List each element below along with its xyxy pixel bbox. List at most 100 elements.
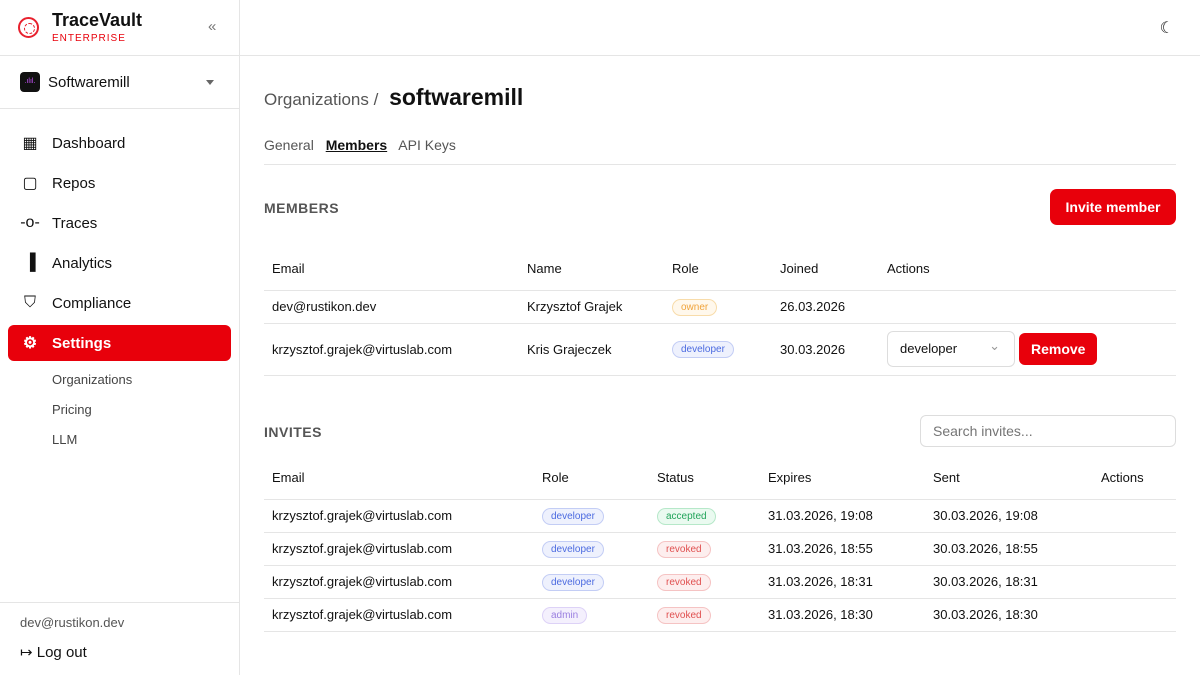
- gear-icon: ⚙: [22, 335, 38, 352]
- invite-sent: 30.03.2026, 19:08: [925, 499, 1093, 533]
- member-name: Krzysztof Grajek: [519, 290, 664, 324]
- column-header: Name: [519, 248, 664, 291]
- tracevault-logo-icon: [18, 17, 39, 38]
- status-badge: revoked: [657, 573, 711, 591]
- role-cell: developer: [534, 499, 649, 533]
- member-row: dev@rustikon.dev Krzysztof Grajek owner 26.…: [264, 290, 1176, 324]
- nav-item-traces[interactable]: -o- Traces: [8, 205, 231, 241]
- dashboard-icon: ▦: [22, 135, 38, 152]
- nav-item-repos[interactable]: ▢ Repos: [8, 165, 231, 201]
- breadcrumb: Organizations / softwaremill: [264, 84, 523, 111]
- logout-icon: ↦: [20, 644, 33, 661]
- invite-expires: 31.03.2026, 18:30: [760, 598, 925, 632]
- user-email: dev@rustikon.dev: [20, 615, 125, 630]
- invite-sent: 30.03.2026, 18:31: [925, 565, 1093, 599]
- status-badge: revoked: [657, 606, 711, 624]
- role-badge: developer: [542, 573, 604, 591]
- actions-cell: [1093, 532, 1176, 566]
- members-table: Email Name Role Joined Actions dev@rustikon.d…: [264, 248, 1176, 376]
- status-badge: revoked: [657, 540, 711, 558]
- sidebar-footer: dev@rustikon.dev ↦ Log out: [0, 602, 239, 675]
- column-header: Email: [264, 248, 519, 291]
- page-title: softwaremill: [389, 84, 524, 110]
- invite-member-button[interactable]: Invite member: [1050, 189, 1176, 225]
- actions-cell: developerRemove: [879, 323, 1176, 376]
- role-badge: admin: [542, 606, 588, 624]
- breadcrumb-separator: /: [373, 90, 379, 109]
- actions-cell: [1093, 598, 1176, 632]
- column-header: Sent: [925, 457, 1093, 500]
- invite-expires: 31.03.2026, 18:55: [760, 532, 925, 566]
- role-select[interactable]: developer: [887, 329, 1015, 367]
- invites-table: Email Role Status Expires Sent Actions krzyszt…: [264, 457, 1176, 632]
- brand-header: TraceVault ENTERPRISE «: [0, 0, 239, 56]
- org-name: Softwaremill: [48, 74, 130, 91]
- invite-sent: 30.03.2026, 18:30: [925, 598, 1093, 632]
- tab-members[interactable]: Members: [325, 137, 388, 153]
- tabs: General Members API Keys: [264, 137, 1176, 165]
- caret-down-icon: [206, 80, 214, 89]
- tab-api-keys[interactable]: API Keys: [398, 137, 456, 153]
- member-row: krzysztof.grajek@virtuslab.com Kris Graje…: [264, 323, 1176, 376]
- column-header: Actions: [1093, 457, 1176, 500]
- nav-item-compliance[interactable]: ⛉ Compliance: [8, 285, 231, 321]
- nav-item-label: Traces: [52, 214, 98, 232]
- breadcrumb-organizations[interactable]: Organizations: [264, 90, 369, 109]
- org-switcher[interactable]: .ılıl. Softwaremill: [0, 56, 239, 109]
- role-cell: developer: [534, 565, 649, 599]
- member-joined: 30.03.2026: [772, 323, 879, 376]
- nav: ▦ Dashboard ▢ Repos -o- Traces ▐ Analytics ⛉ Comp…: [0, 109, 239, 361]
- search-invites-input[interactable]: [920, 415, 1176, 447]
- collapse-sidebar-icon[interactable]: «: [208, 18, 217, 35]
- invite-expires: 31.03.2026, 18:31: [760, 565, 925, 599]
- column-header: Joined: [772, 248, 879, 291]
- nav-item-label: Settings: [52, 334, 112, 352]
- role-cell: developer: [664, 323, 772, 376]
- actions-cell: [879, 290, 1176, 324]
- member-email: krzysztof.grajek@virtuslab.com: [264, 323, 519, 376]
- theme-toggle-moon-icon[interactable]: ☾: [1159, 20, 1174, 37]
- status-cell: revoked: [649, 598, 760, 632]
- invite-email: krzysztof.grajek@virtuslab.com: [264, 598, 534, 632]
- nav-item-analytics[interactable]: ▐ Analytics: [8, 245, 231, 281]
- nav-item-dashboard[interactable]: ▦ Dashboard: [8, 125, 231, 161]
- nav-item-label: Dashboard: [52, 134, 126, 152]
- column-header: Role: [534, 457, 649, 500]
- column-header: Expires: [760, 457, 925, 500]
- nav-item-label: Repos: [52, 174, 96, 192]
- invite-row: krzysztof.grajek@virtuslab.com developer r…: [264, 532, 1176, 566]
- role-cell: owner: [664, 290, 772, 324]
- invite-email: krzysztof.grajek@virtuslab.com: [264, 532, 534, 566]
- role-cell: developer: [534, 532, 649, 566]
- subnav-item-llm[interactable]: LLM: [52, 432, 78, 447]
- members-heading: MEMBERS: [264, 200, 340, 216]
- actions-cell: [1093, 499, 1176, 533]
- analytics-icon: ▐: [24, 254, 36, 271]
- actions-cell: [1093, 565, 1176, 599]
- role-badge: developer: [672, 341, 734, 358]
- remove-button[interactable]: Remove: [1019, 333, 1098, 365]
- invite-email: krzysztof.grajek@virtuslab.com: [264, 565, 534, 599]
- member-joined: 26.03.2026: [772, 290, 879, 324]
- member-email: dev@rustikon.dev: [264, 290, 519, 324]
- column-header: Email: [264, 457, 534, 500]
- nav-item-label: Compliance: [52, 294, 132, 312]
- repos-icon: ▢: [22, 175, 38, 192]
- role-badge: developer: [542, 507, 604, 525]
- column-header: Actions: [879, 248, 1176, 291]
- nav-item-settings[interactable]: ⚙ Settings: [8, 325, 231, 361]
- sidebar: TraceVault ENTERPRISE « .ılıl. Softwarem…: [0, 0, 240, 675]
- invite-row: krzysztof.grajek@virtuslab.com admin revok…: [264, 598, 1176, 632]
- status-cell: revoked: [649, 565, 760, 599]
- subnav-item-organizations[interactable]: Organizations: [52, 372, 133, 387]
- status-cell: revoked: [649, 532, 760, 566]
- status-badge: accepted: [657, 507, 716, 525]
- org-logo-icon: .ılıl.: [20, 72, 40, 92]
- invite-row: krzysztof.grajek@virtuslab.com developer r…: [264, 565, 1176, 599]
- tab-general[interactable]: General: [264, 137, 314, 153]
- shield-icon: ⛉: [23, 294, 36, 311]
- logout-button[interactable]: ↦ Log out: [20, 643, 87, 661]
- traces-icon: -o-: [20, 214, 40, 231]
- invites-heading: INVITES: [264, 424, 322, 440]
- subnav-item-pricing[interactable]: Pricing: [52, 402, 92, 417]
